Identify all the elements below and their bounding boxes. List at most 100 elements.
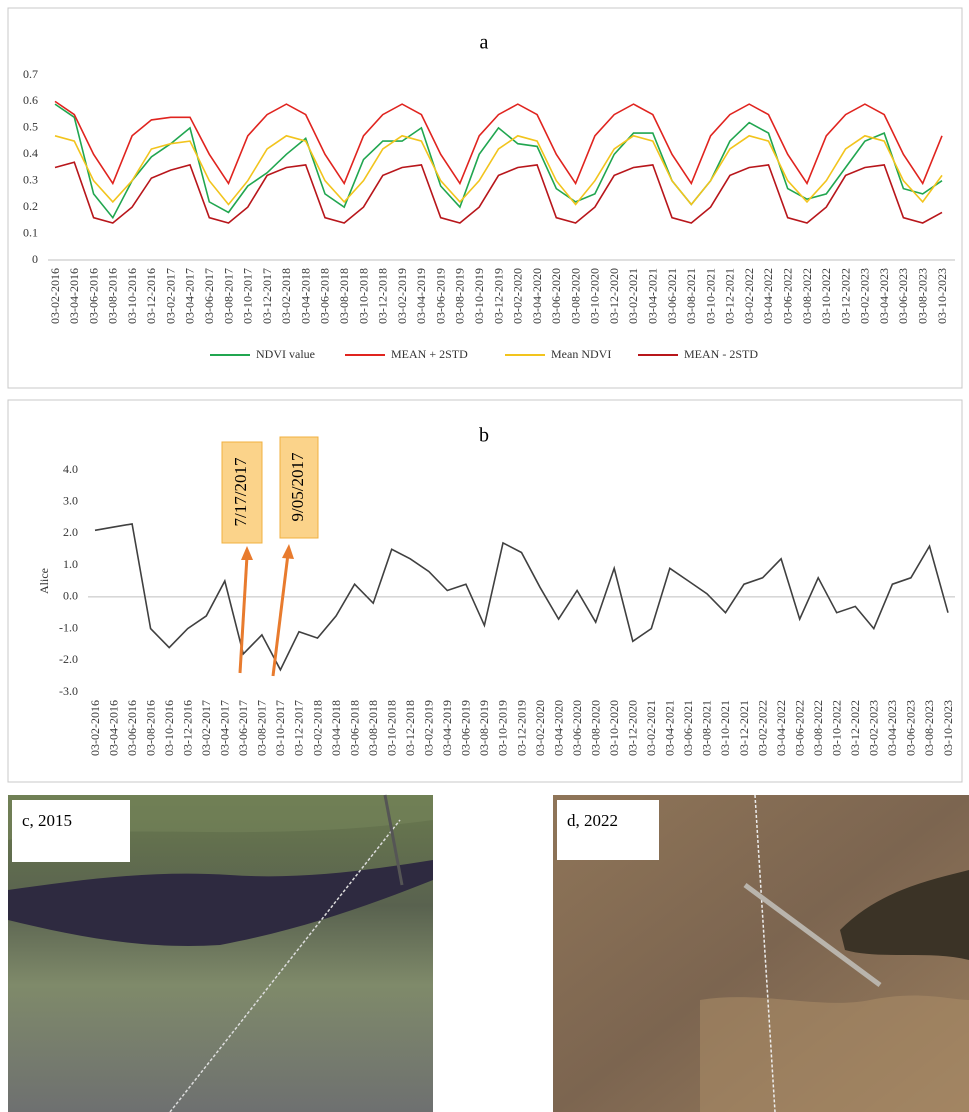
x-tick-label: 03-04-2020 — [551, 700, 565, 756]
x-tick-label: 03-02-2021 — [644, 700, 658, 756]
x-tick-label: 03-02-2018 — [279, 268, 293, 324]
annotation: 9/05/2017 — [288, 452, 307, 521]
x-tick-label: 03-04-2018 — [329, 700, 343, 756]
x-tick-label: 03-06-2023 — [904, 700, 918, 756]
x-tick-label: 03-04-2017 — [218, 700, 232, 756]
x-tick-label: 03-04-2019 — [440, 700, 454, 756]
x-tick-label: 03-02-2017 — [163, 268, 177, 324]
x-tick-label: 03-12-2016 — [180, 700, 194, 756]
annotation-box — [221, 441, 263, 544]
x-tick-label: 03-02-2020 — [511, 268, 525, 324]
arrow — [238, 555, 249, 674]
y-tick-label: -3.0 — [59, 684, 78, 698]
chart: a 0 0.1 0.2 0.3 0.4 0.5 0.6 0.7 03-02-2016 03-04-2… — [23, 32, 955, 361]
arrow-head — [241, 546, 253, 560]
x-tick-label: 03-04-2022 — [761, 268, 775, 324]
x-tick-label: 03-12-2017 — [292, 700, 306, 756]
legend-label: Mean NDVI — [551, 347, 611, 361]
y-axis-label: Alice — [37, 568, 51, 594]
x-tick-label: 03-12-2020 — [607, 268, 621, 324]
y-tick-label: 0.4 — [23, 146, 38, 160]
x-tick-label: 03-02-2023 — [867, 700, 881, 756]
x-tick-label: 03-06-2020 — [549, 268, 563, 324]
label-box — [557, 800, 659, 860]
wire — [754, 794, 776, 1112]
legend-label: MEAN + 2STD — [391, 347, 468, 361]
x-tick-label: 03-10-2017 — [241, 268, 255, 324]
y-tick-label: 0.3 — [23, 172, 38, 186]
x-tick-label: 03-04-2016 — [106, 700, 120, 756]
y-tick-label: 0 — [32, 252, 38, 266]
y-tick-label: 2.0 — [63, 525, 78, 539]
x-tick-label: 03-08-2018 — [337, 268, 351, 324]
x-tick-label: 03-06-2016 — [125, 700, 139, 756]
x-tick-label: 03-10-2017 — [273, 700, 287, 756]
photo-label: c, 2015 — [22, 811, 72, 830]
x-tick-label: 03-08-2021 — [684, 268, 698, 324]
y-tick-label: 0.5 — [23, 120, 38, 134]
x-tick-label: 03-02-2017 — [199, 700, 213, 756]
x-tick-label: 03-06-2019 — [433, 268, 447, 324]
x-tick-label: 03-10-2018 — [356, 268, 370, 324]
x-tick-label: 03-06-2017 — [202, 268, 216, 324]
x-tick-label: 03-08-2016 — [143, 700, 157, 756]
x-tick-label: 03-12-2022 — [838, 268, 852, 324]
x-tick-label: 03-06-2017 — [236, 700, 250, 756]
x-tick-label: 03-10-2019 — [472, 268, 486, 324]
annotation: 7/17/2017 — [231, 457, 250, 526]
x-tick-label: 03-04-2017 — [183, 268, 197, 324]
x-tick-label: 03-10-2021 — [703, 268, 717, 324]
series-line — [54, 134, 943, 206]
x-tick-label: 03-06-2020 — [570, 700, 584, 756]
x-tick-label: 03-04-2019 — [414, 268, 428, 324]
photo-d: d, 2022 — [553, 794, 969, 1112]
y-tick-label: -2.0 — [59, 652, 78, 666]
series-line — [54, 100, 943, 186]
x-tick-label: 03-06-2018 — [347, 700, 361, 756]
x-tick-label: 03-04-2021 — [663, 700, 677, 756]
x-tick-label: 03-12-2021 — [737, 700, 751, 756]
x-tick-label: 03-08-2021 — [700, 700, 714, 756]
x-tick-label: 03-02-2021 — [626, 268, 640, 324]
y-tick-label: 4.0 — [63, 462, 78, 476]
legend-label: NDVI value — [256, 347, 315, 361]
x-tick-label: 03-06-2022 — [780, 268, 794, 324]
x-tick-label: 03-04-2021 — [646, 268, 660, 324]
label-box — [12, 800, 130, 862]
x-tick-label: 03-08-2016 — [106, 268, 120, 324]
chart-title: b — [479, 425, 489, 447]
annotation-box — [279, 436, 319, 539]
y-tick-label: 0.6 — [23, 93, 38, 107]
y-tick-label: -1.0 — [59, 620, 78, 634]
y-tick-label: 0.7 — [23, 67, 38, 81]
photo-c: c, 2015 — [8, 794, 433, 1112]
wire — [169, 819, 401, 1112]
x-tick-label: 03-10-2022 — [829, 700, 843, 756]
gully — [8, 860, 433, 946]
x-tick-label: 03-10-2022 — [819, 268, 833, 324]
x-tick-label: 03-02-2022 — [742, 268, 756, 324]
x-tick-label: 03-06-2022 — [792, 700, 806, 756]
scarp — [840, 870, 969, 960]
arrow — [271, 553, 290, 677]
x-tick-label: 03-12-2019 — [491, 268, 505, 324]
annotations: 7/17/2017 9/05/2017 — [221, 436, 319, 677]
panel-b — [7, 399, 963, 783]
x-tick-label: 03-02-2016 — [88, 700, 102, 756]
photo-label: d, 2022 — [567, 811, 618, 830]
y-tick-label: 3.0 — [63, 493, 78, 507]
x-tick-label: 03-10-2021 — [718, 700, 732, 756]
x-tick-label: 03-08-2023 — [922, 700, 936, 756]
x-tick-label: 03-08-2017 — [221, 268, 235, 324]
x-tick-label: 03-04-2022 — [774, 700, 788, 756]
x-tick-label: 03-08-2023 — [915, 268, 929, 324]
legend-label: MEAN - 2STD — [684, 347, 758, 361]
x-tick-label: 03-06-2021 — [665, 268, 679, 324]
x-tick-label: 03-08-2022 — [811, 700, 825, 756]
x-tick-label: 03-12-2016 — [144, 268, 158, 324]
x-tick-label: 03-04-2016 — [67, 268, 81, 324]
x-tick-label: 03-12-2018 — [403, 700, 417, 756]
y-tick-label: 0.2 — [23, 199, 38, 213]
x-tick-label: 03-02-2020 — [533, 700, 547, 756]
series-line — [54, 103, 943, 220]
